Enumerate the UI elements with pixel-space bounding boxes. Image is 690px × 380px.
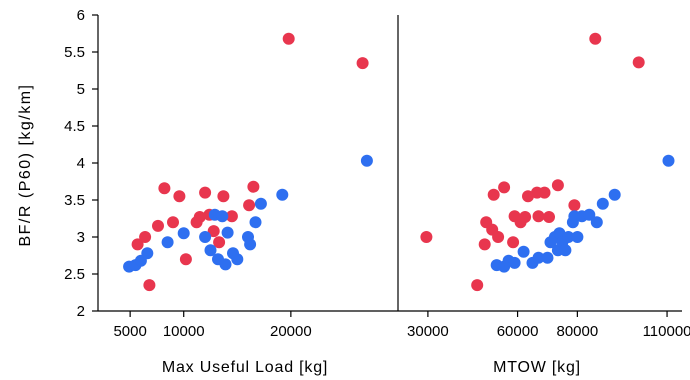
data-point-blue (244, 238, 257, 251)
data-point-red (551, 179, 564, 192)
data-point-red (217, 190, 230, 203)
data-point-red (167, 216, 179, 229)
y-tick-label: 3.5 (64, 192, 85, 209)
x-tick-label: 30000 (407, 323, 449, 340)
y-tick-label: 5 (77, 81, 85, 98)
x-tick-label: 110000 (643, 323, 690, 340)
data-point-red (158, 182, 171, 195)
y-axis-title: BF/R (P60) [kg/km] (17, 83, 34, 246)
data-point-red (213, 236, 226, 249)
data-points (123, 32, 675, 292)
x-axis-title-left: Max Useful Load [kg] (162, 359, 328, 376)
x-tick-label: 10000 (163, 323, 205, 340)
data-point-red (478, 238, 491, 251)
data-point-blue (231, 253, 244, 266)
data-point-blue (590, 216, 603, 229)
data-point-red (199, 186, 212, 199)
data-point-red (193, 211, 206, 223)
data-point-blue (541, 251, 554, 264)
x-tick-label: 80000 (557, 323, 599, 340)
data-point-red (522, 190, 534, 203)
data-point-red (225, 210, 238, 223)
data-point-blue (508, 256, 521, 269)
data-point-red (356, 57, 369, 70)
data-point-red (282, 32, 295, 45)
data-point-red (207, 225, 220, 238)
ticks: 2 2.5 3 3.5 4 4.5 5 5.5 6 5000 10000 20000 30000 6000… (64, 7, 690, 340)
data-point-red (173, 190, 186, 203)
data-point-blue (517, 245, 530, 258)
data-point-blue (276, 188, 289, 201)
data-point-blue (596, 197, 609, 210)
y-tick-label: 4 (77, 155, 85, 172)
data-point-red (131, 238, 144, 251)
data-point-blue (360, 154, 373, 167)
data-point-red (519, 211, 532, 223)
data-point-red (179, 253, 192, 266)
data-point-blue (221, 226, 234, 239)
data-point-red (543, 211, 555, 223)
data-point-blue (662, 154, 675, 167)
data-point-blue (571, 231, 584, 243)
y-tick-label: 2 (77, 303, 85, 320)
data-point-blue (177, 227, 190, 240)
data-point-blue (608, 188, 621, 201)
data-point-blue (559, 244, 572, 257)
data-point-blue (204, 244, 217, 257)
data-point-blue (141, 247, 154, 260)
data-point-red (498, 181, 511, 194)
y-tick-label: 4.5 (64, 118, 85, 135)
data-point-red (420, 231, 433, 243)
data-point-red (143, 279, 156, 292)
data-point-red (471, 279, 484, 292)
x-tick-label: 60000 (497, 323, 539, 340)
y-tick-label: 6 (77, 7, 85, 24)
data-point-red (139, 231, 152, 243)
data-point-blue (583, 208, 596, 221)
data-point-red (507, 236, 520, 249)
data-point-red (568, 199, 581, 212)
data-point-red (632, 56, 645, 69)
data-point-red (589, 32, 602, 45)
x-tick-label: 20000 (270, 323, 312, 340)
data-point-blue (249, 216, 262, 229)
data-point-red (243, 199, 256, 212)
data-point-red (532, 210, 545, 223)
x-axis-title-right: MTOW [kg] (493, 359, 581, 376)
data-point-blue (532, 251, 545, 264)
data-point-red (247, 180, 260, 193)
y-tick-label: 3 (77, 229, 85, 246)
x-tick-label: 5000 (113, 323, 146, 340)
data-point-red (487, 188, 500, 201)
data-point-red (492, 231, 505, 243)
data-point-blue (254, 197, 267, 210)
data-point-blue (562, 231, 575, 243)
data-point-red (152, 219, 164, 232)
data-point-blue (161, 236, 174, 249)
y-tick-label: 5.5 (64, 44, 85, 61)
data-point-blue (216, 210, 229, 223)
data-point-blue (219, 258, 232, 271)
data-point-blue (199, 231, 212, 243)
y-tick-label: 2.5 (64, 266, 85, 283)
data-point-red (538, 186, 551, 199)
